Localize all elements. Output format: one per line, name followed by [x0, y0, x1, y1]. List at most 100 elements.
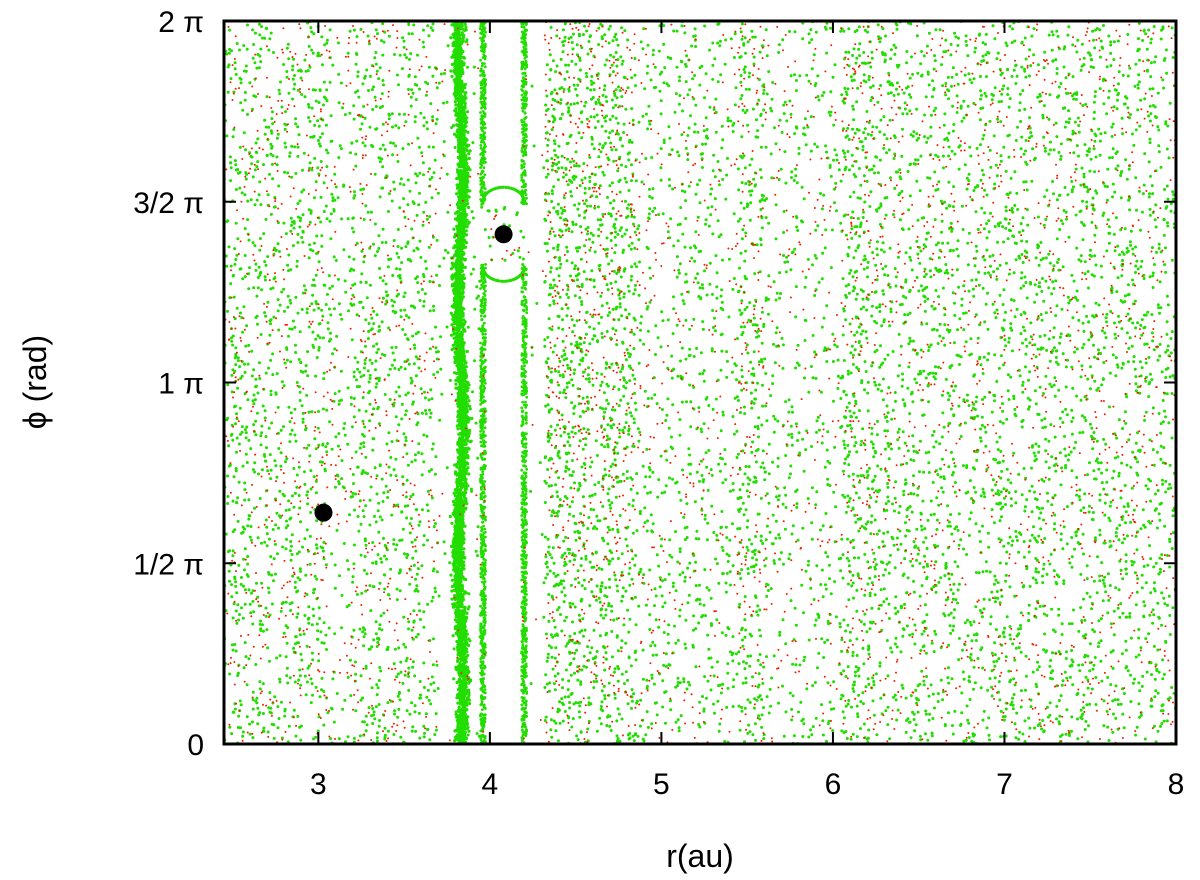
green-point — [238, 613, 241, 616]
green-point — [599, 218, 603, 222]
green-point — [754, 596, 758, 599]
green-point — [355, 313, 359, 317]
green-point — [264, 435, 268, 439]
green-point — [1002, 363, 1005, 367]
green-point — [654, 324, 658, 328]
green-point — [573, 530, 577, 534]
green-point — [375, 474, 379, 478]
green-point — [228, 672, 232, 676]
green-point — [1088, 595, 1092, 599]
green-point — [892, 695, 895, 699]
green-point — [711, 232, 715, 236]
green-point — [1074, 440, 1078, 444]
green-point — [725, 705, 729, 709]
green-point — [630, 179, 633, 183]
green-point — [264, 217, 268, 221]
green-point — [758, 50, 762, 54]
green-point — [553, 688, 557, 692]
green-point — [422, 304, 426, 308]
green-point — [622, 75, 626, 79]
green-point — [891, 537, 895, 541]
green-point — [572, 514, 576, 518]
green-point — [857, 167, 861, 170]
green-point — [571, 47, 575, 51]
green-point — [955, 268, 959, 272]
green-point — [627, 572, 631, 576]
green-point — [230, 732, 234, 736]
green-point — [412, 343, 416, 347]
green-point — [912, 718, 916, 721]
green-point — [360, 122, 364, 126]
green-point — [1010, 74, 1014, 78]
green-point — [661, 605, 665, 609]
green-point — [299, 216, 303, 220]
green-point — [640, 315, 643, 319]
green-point — [231, 549, 235, 553]
green-point — [416, 136, 420, 140]
green-point — [381, 122, 385, 126]
green-point — [901, 430, 905, 434]
green-point — [1109, 650, 1113, 654]
green-point — [382, 573, 386, 577]
green-point — [619, 275, 623, 279]
green-point — [951, 471, 955, 474]
green-point — [1091, 667, 1095, 671]
green-point — [309, 211, 313, 215]
green-point — [584, 665, 588, 669]
green-point — [765, 594, 769, 598]
green-point — [271, 122, 275, 126]
green-point — [836, 386, 840, 390]
green-point — [583, 216, 586, 220]
green-point — [1042, 104, 1046, 108]
green-point — [708, 261, 712, 265]
green-point — [373, 95, 377, 99]
green-point — [1043, 425, 1047, 429]
green-point — [779, 167, 783, 171]
green-point — [326, 292, 329, 296]
green-point — [1002, 318, 1006, 322]
green-point — [760, 725, 764, 729]
green-point — [472, 92, 476, 96]
green-point — [1061, 421, 1065, 424]
green-point — [308, 454, 312, 458]
green-point — [259, 627, 263, 631]
green-point — [846, 455, 850, 459]
green-point — [560, 211, 564, 215]
green-point — [332, 255, 336, 259]
green-point — [694, 246, 698, 250]
green-point — [317, 410, 320, 413]
green-point — [960, 711, 964, 715]
green-point — [369, 210, 373, 214]
green-point — [853, 30, 857, 34]
green-point — [322, 181, 326, 185]
green-point — [981, 54, 985, 58]
green-point — [931, 433, 934, 437]
green-point — [696, 272, 700, 276]
green-point — [256, 391, 260, 395]
green-point — [893, 606, 897, 610]
green-point — [938, 322, 942, 326]
green-point — [978, 609, 982, 612]
green-point — [1138, 124, 1142, 128]
green-point — [620, 717, 624, 721]
green-point — [1067, 25, 1071, 29]
green-point — [993, 399, 996, 403]
green-point — [1011, 539, 1015, 543]
green-point — [1092, 66, 1095, 69]
green-point — [924, 536, 928, 540]
green-point — [342, 542, 346, 545]
green-point — [1119, 174, 1123, 177]
green-point — [662, 631, 666, 634]
green-point — [648, 490, 652, 494]
green-point — [1171, 514, 1175, 518]
green-point — [960, 297, 964, 301]
green-point — [1151, 448, 1155, 452]
green-point — [409, 304, 413, 308]
green-point — [545, 659, 549, 663]
green-point — [1019, 120, 1023, 123]
green-point — [407, 142, 410, 146]
green-point — [824, 144, 828, 148]
green-point — [1125, 534, 1129, 538]
green-point — [1026, 223, 1030, 227]
green-point — [898, 218, 902, 222]
